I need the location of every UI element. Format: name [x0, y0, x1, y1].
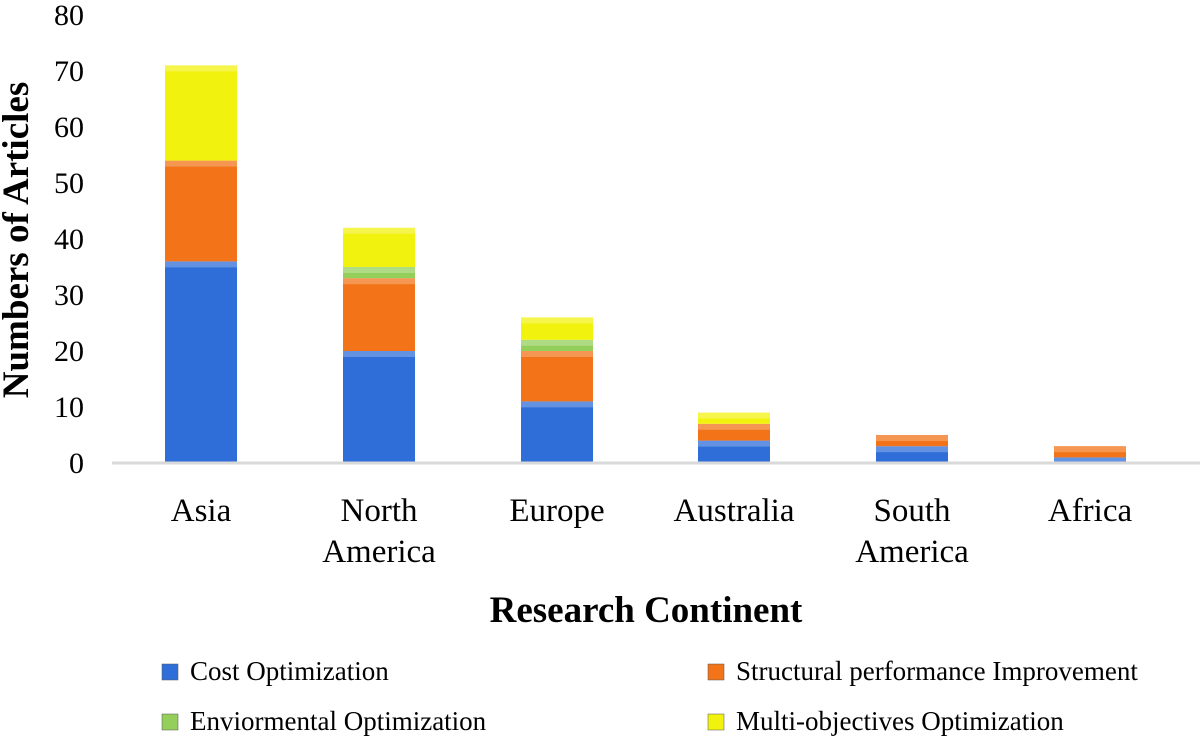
x-axis-title: Research Continent: [490, 590, 803, 631]
bar-segment-highlight: [521, 317, 593, 324]
bar-segment-highlight: [1054, 446, 1126, 453]
bar-segment: [343, 278, 415, 351]
bar-segment: [1054, 446, 1126, 458]
legend-label: Multi-objectives Optimization: [736, 706, 1064, 736]
y-tick-label: 40: [54, 223, 84, 256]
bar-segment: [876, 446, 948, 463]
bar-segment-highlight: [698, 440, 770, 447]
y-tick-label: 10: [54, 391, 84, 424]
y-axis-ticks: 0 10 20 30 40 50 60 70 80: [54, 0, 84, 480]
y-tick-label: 20: [54, 335, 84, 368]
y-tick-label: 50: [54, 167, 84, 200]
legend: Cost Optimization Structural performance …: [161, 656, 1138, 736]
legend-swatch: [707, 713, 725, 731]
legend-swatch: [161, 713, 179, 731]
bar-segment: [165, 160, 237, 262]
bar-segment-highlight: [521, 401, 593, 408]
bar-segment-highlight: [876, 446, 948, 453]
x-category-label: North America: [322, 493, 436, 570]
legend-label: Enviormental Optimization: [190, 706, 487, 736]
bar-segment-highlight: [343, 227, 415, 234]
x-category-label: Europe: [509, 493, 604, 529]
y-tick-label: 70: [54, 55, 84, 88]
legend-swatch: [707, 663, 725, 681]
legend-label: Cost Optimization: [190, 656, 389, 686]
y-tick-label: 80: [54, 0, 84, 32]
bar-segment-highlight: [698, 423, 770, 430]
y-tick-label: 30: [54, 279, 84, 312]
y-axis-title: Numbers of Articles: [0, 82, 37, 399]
bar-segment: [1054, 457, 1126, 463]
bar-segment: [876, 435, 948, 447]
x-category-label: Asia: [171, 493, 232, 529]
bar-segment-highlight: [165, 65, 237, 72]
bar-segment: [698, 440, 770, 463]
bar-segment-highlight: [1054, 457, 1126, 463]
bar-segment: [521, 317, 593, 340]
bar-segment-highlight: [521, 339, 593, 346]
bar-segment-highlight: [165, 261, 237, 268]
bar-segment: [343, 267, 415, 279]
bar-segment-highlight: [343, 278, 415, 285]
x-category-label: South America: [855, 493, 969, 570]
legend-swatch: [161, 663, 179, 681]
bar-segment-highlight: [343, 267, 415, 273]
y-tick-label: 60: [54, 111, 84, 144]
bars: [165, 65, 1126, 463]
bar-segment-highlight: [876, 435, 948, 441]
bar-segment: [521, 339, 593, 351]
bar-segment-highlight: [343, 351, 415, 357]
x-category-label: Africa: [1048, 493, 1133, 529]
bar-segment: [343, 227, 415, 267]
bar-segment: [521, 351, 593, 402]
bar-segment: [698, 423, 770, 441]
x-axis-categories: Asia North America Europe Australia South Amer…: [171, 493, 1133, 570]
bar-segment-highlight: [521, 351, 593, 357]
x-category-label: Australia: [674, 493, 795, 529]
bar-segment: [165, 65, 237, 161]
bar-segment: [165, 261, 237, 463]
bar-segment-highlight: [698, 412, 770, 419]
bar-segment: [521, 401, 593, 463]
legend-label: Structural performance Improvement: [736, 656, 1138, 686]
bar-segment: [698, 412, 770, 424]
bar-segment: [343, 351, 415, 463]
y-tick-label: 0: [69, 447, 84, 480]
bar-segment-highlight: [165, 160, 237, 167]
